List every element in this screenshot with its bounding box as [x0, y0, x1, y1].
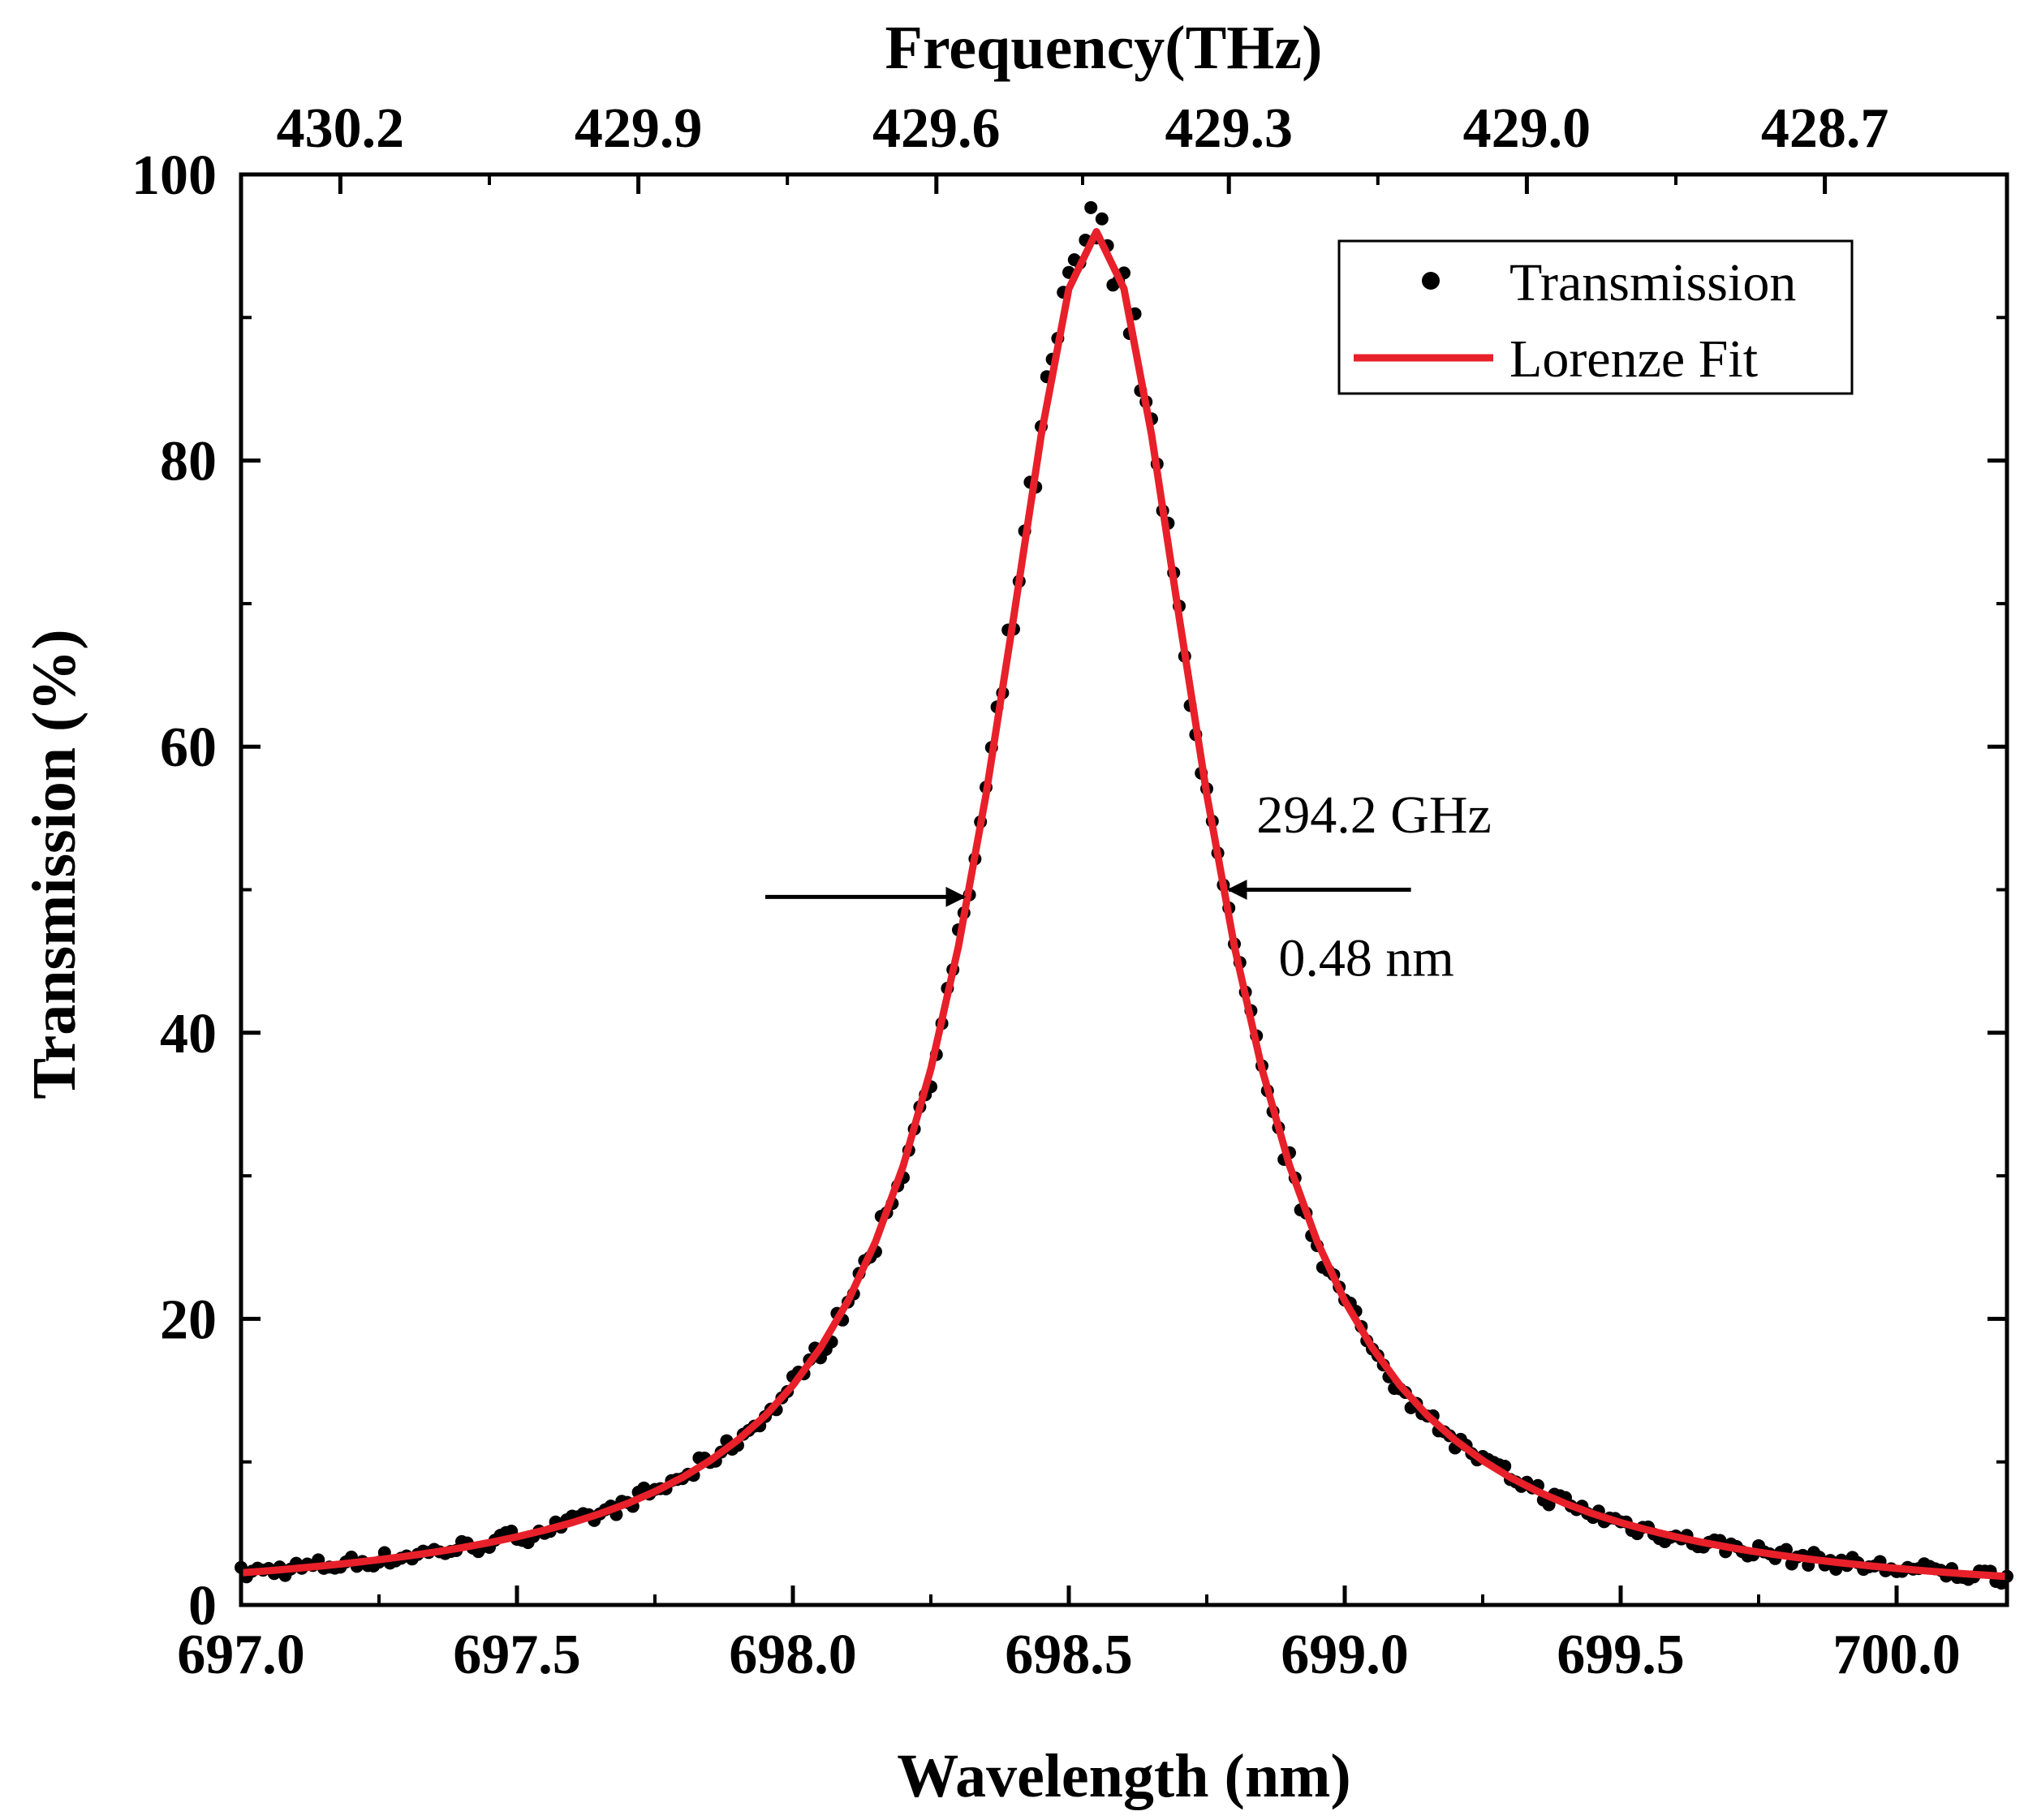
- x-tick-label: 700.0: [1832, 1624, 1961, 1686]
- lorenze-fit-line: [240, 228, 2008, 1581]
- x-axis-title: Wavelength (nm): [897, 1742, 1350, 1810]
- x-tick-label: 699.5: [1557, 1624, 1685, 1686]
- top-tick-label: 430.2: [277, 97, 405, 160]
- y-axis-title: Transmission (%): [20, 629, 88, 1099]
- x-tick-label: 697.5: [453, 1624, 581, 1686]
- y-tick-label: 20: [160, 1289, 217, 1351]
- transmission-point: [1084, 200, 1098, 214]
- legend-label-lorenze-fit: Lorenze Fit: [1509, 329, 1758, 389]
- plot-frame: [239, 172, 2009, 1607]
- y-tick-label: 0: [188, 1575, 217, 1637]
- x-tick-label: 699.0: [1281, 1624, 1409, 1686]
- top-tick-label: 429.6: [872, 97, 1001, 160]
- y-tick-label: 100: [131, 144, 217, 207]
- annotation-fwhm-frequency: 294.2 GHz: [1256, 785, 1492, 845]
- legend: Transmission Lorenze Fit: [1337, 239, 1854, 395]
- top-tick-label: 429.3: [1165, 97, 1293, 160]
- y-tick-label: 40: [160, 1003, 217, 1065]
- top-tick-label: 429.9: [575, 97, 703, 160]
- top-axis-title: Frequency(THz): [885, 14, 1323, 82]
- transmission-point: [1095, 212, 1109, 226]
- x-tick-label: 697.0: [177, 1624, 305, 1686]
- legend-box: [1337, 239, 1854, 395]
- annotation-fwhm-wavelength: 0.48 nm: [1278, 928, 1453, 987]
- legend-label-transmission: Transmission: [1509, 253, 1796, 312]
- y-tick-label: 80: [160, 431, 217, 493]
- top-tick-label: 429.0: [1463, 97, 1591, 160]
- x-tick-label: 698.0: [729, 1624, 857, 1686]
- y-tick-label: 60: [160, 716, 217, 779]
- legend-marker-transmission: [1422, 272, 1440, 290]
- top-tick-label: 428.7: [1761, 97, 1889, 160]
- x-tick-label: 698.5: [1005, 1624, 1133, 1686]
